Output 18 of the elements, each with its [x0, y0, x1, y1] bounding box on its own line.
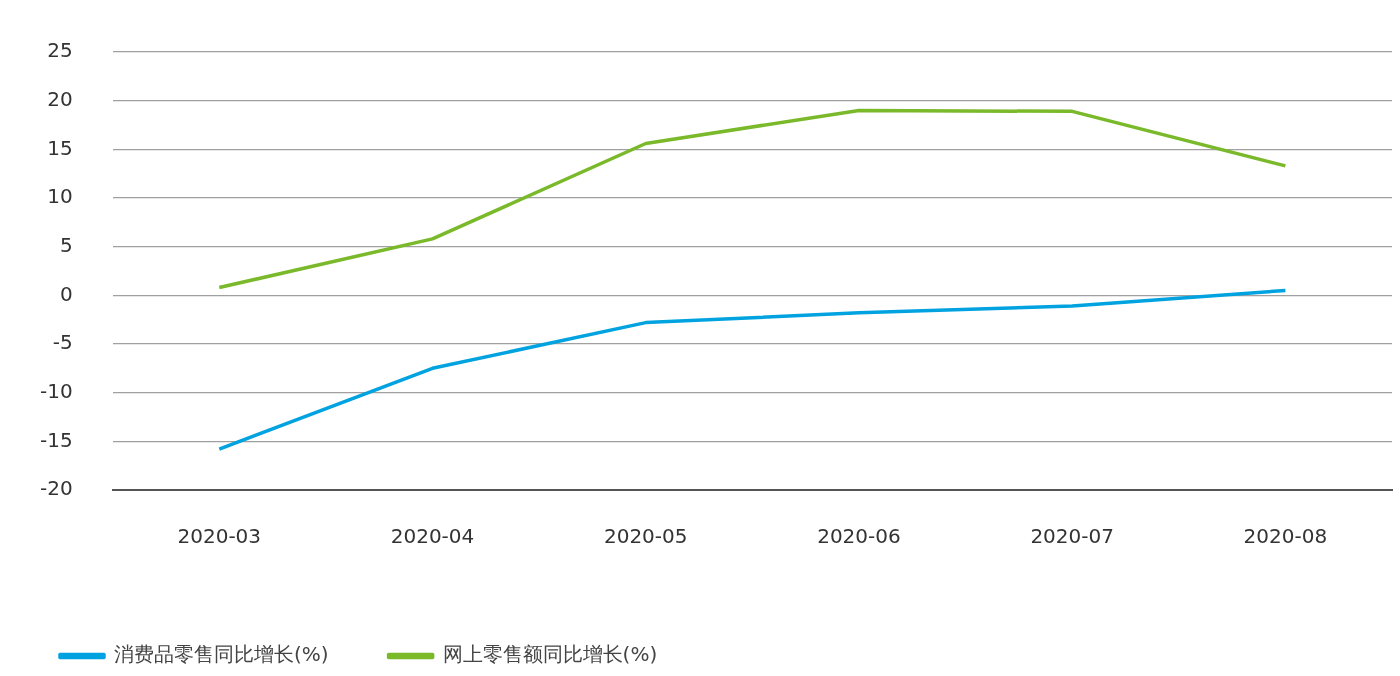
- y-tick-label: 25: [47, 38, 73, 63]
- legend-label: 消费品零售同比增长(%): [114, 642, 329, 667]
- legend-label: 网上零售额同比增长(%): [442, 642, 658, 667]
- y-tick-label: -10: [39, 378, 73, 403]
- y-tick-label: 15: [47, 135, 73, 160]
- x-tick-label: 2020-03: [177, 524, 262, 549]
- y-tick-label: 0: [59, 281, 73, 306]
- y-tick-label: -5: [52, 330, 73, 355]
- x-tick-label: 2020-07: [1030, 524, 1114, 549]
- y-tick-label: 10: [47, 184, 73, 209]
- y-tick-label: -20: [39, 476, 73, 501]
- y-tick-label: 5: [59, 232, 73, 257]
- y-tick-label: 20: [47, 86, 73, 111]
- x-tick-label: 2020-04: [390, 524, 475, 549]
- x-tick-label: 2020-08: [1243, 524, 1328, 549]
- y-tick-label: -15: [39, 427, 73, 452]
- x-tick-label: 2020-06: [817, 524, 901, 549]
- x-tick-label: 2020-05: [603, 524, 688, 549]
